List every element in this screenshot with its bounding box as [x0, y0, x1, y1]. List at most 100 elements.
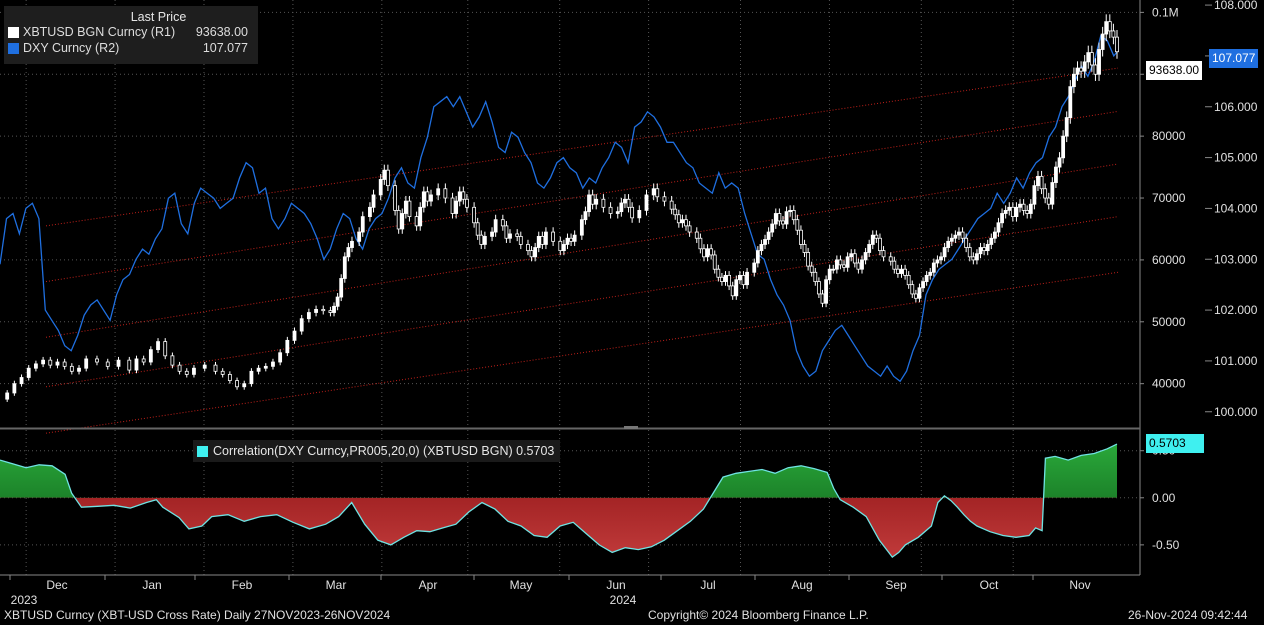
xbt-candle [651, 188, 656, 196]
dxy-series [0, 34, 1118, 383]
xbt-candle [1061, 135, 1066, 159]
xbt-candle [529, 250, 534, 258]
last-price-tag-corr: 0.5703 [1146, 434, 1204, 453]
xbt-candle [896, 268, 900, 274]
xbt-candle [716, 268, 721, 278]
xbt-candle [1107, 21, 1112, 32]
xbt-candle [414, 216, 419, 227]
xbt-candle [475, 222, 480, 236]
xbt-candle [220, 370, 225, 375]
xbt-candle [418, 206, 423, 227]
tick-label-x: Nov [1069, 578, 1090, 592]
xbt-candle [1003, 210, 1008, 214]
xbt-candle [177, 364, 182, 372]
xbt-candle [892, 260, 897, 270]
xbt-candle [278, 352, 283, 363]
xbt-candle [1014, 206, 1019, 217]
xbt-candle [644, 194, 649, 211]
xbt-candle [834, 259, 839, 270]
xbt-candle [799, 229, 803, 245]
xbt-candle [975, 253, 979, 261]
axis-x-ticks: Dec Jan Feb Mar Apr May Jun Jul Aug Sep Oct Nov 2023… [9, 575, 1091, 607]
xbt-candle [551, 231, 556, 242]
xbt-candle [1115, 36, 1119, 53]
legend-swatch-xbt [8, 26, 19, 38]
xbt-candle [745, 271, 749, 286]
xbt-candle [263, 365, 268, 369]
channel-line [45, 163, 1119, 338]
xbt-candle [500, 219, 505, 227]
xbt-candle [766, 231, 771, 240]
xbt-candle [838, 259, 843, 266]
xbt-candle [540, 235, 545, 245]
legend-name-dxy: DXY Curncy (R2) [23, 41, 120, 55]
tick-label-r1: 80000 [1152, 129, 1186, 143]
xbt-candle [134, 358, 139, 371]
xbt-candle [1089, 52, 1094, 66]
xbt-candle [860, 259, 864, 270]
xbt-candle [630, 206, 635, 219]
xbt-candle [95, 358, 99, 363]
xbt-candle [461, 191, 466, 200]
xbt-candle [601, 198, 606, 208]
tick-label-x: Oct [980, 578, 999, 592]
xbt-candle [1021, 203, 1026, 211]
xbt-candle [19, 377, 24, 385]
xbt-candle [856, 262, 861, 270]
xbt-candle [579, 219, 584, 236]
xbt-candle [12, 383, 17, 394]
xbt-candle [676, 214, 681, 224]
tick-label-r2: 108.000 [1214, 0, 1258, 12]
xbt-candle [192, 367, 196, 375]
tick-label-r2: 100.000 [1214, 405, 1258, 419]
xbt-candle [1036, 175, 1040, 187]
xbt-candle [515, 233, 520, 237]
xbt-candle [1046, 197, 1051, 205]
xbt-candle [1043, 188, 1048, 199]
dxy-line [0, 34, 1118, 383]
xbt-candle [964, 237, 969, 248]
tick-label-x: Apr [419, 578, 438, 592]
xbt-candle [1064, 117, 1069, 137]
xbt-candle [393, 185, 397, 211]
xbt-candle [899, 268, 904, 274]
xbt-candle [917, 287, 922, 299]
regression-channel [45, 67, 1119, 434]
xbt-candle [1000, 213, 1004, 224]
xbt-candle [526, 244, 530, 252]
xbt-candle [957, 231, 961, 236]
xbt-candle [400, 213, 405, 230]
xbt-candle [1082, 61, 1087, 72]
xbt-candle [328, 310, 333, 313]
channel-line [45, 271, 1119, 434]
xbt-candle [421, 191, 426, 208]
xbt-candle [558, 240, 563, 252]
xbt-candle [673, 208, 678, 216]
xbt-candle [242, 383, 247, 388]
xbt-candle [702, 248, 706, 258]
xbt-candle [842, 264, 846, 268]
xbt-candle [465, 198, 469, 208]
footer-right: 26-Nov-2024 09:42:44 [1128, 608, 1248, 622]
xbt-candle [184, 370, 189, 375]
last-price-tag-xbt: 93638.00 [1146, 61, 1203, 80]
xbt-candle [931, 262, 936, 273]
xbt-candle [1025, 210, 1030, 214]
xbt-candle [314, 309, 318, 313]
xbt-candle [759, 244, 764, 252]
xbt-candle [396, 210, 401, 230]
correlation-legend: Correlation(DXY Curncy,PR005,20,0) (XBTU… [193, 440, 561, 462]
xbt-candle [407, 200, 412, 217]
xbt-candle [1086, 52, 1091, 63]
axis-corr-ticks: 0.500.00-0.50 [1140, 444, 1180, 552]
xbt-candle [698, 237, 703, 250]
xbt-candle [655, 188, 660, 198]
xbt-candle [623, 198, 627, 204]
xbt-candle [867, 244, 872, 253]
tick-label-r2: 104.000 [1214, 201, 1258, 215]
tick-label-x: May [510, 578, 533, 592]
tick-label-x: Sep [885, 578, 907, 592]
xbt-candle [784, 211, 789, 225]
xbt-candle [730, 285, 735, 297]
